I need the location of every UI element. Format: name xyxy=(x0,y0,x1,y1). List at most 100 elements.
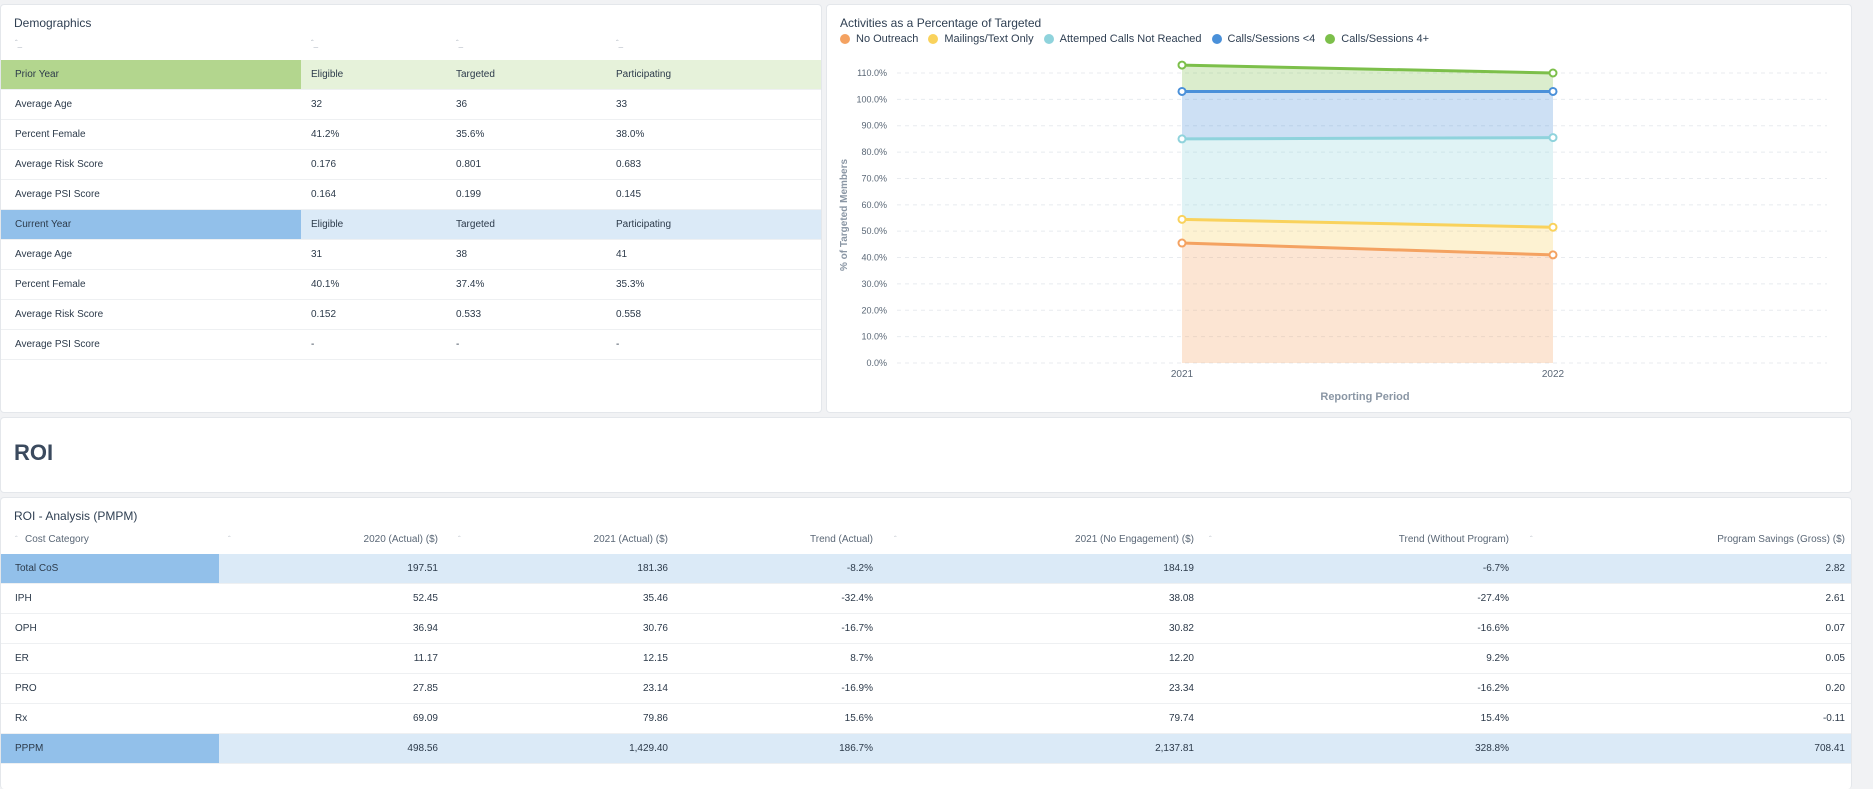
legend-item[interactable]: Calls/Sessions 4+ xyxy=(1325,33,1429,45)
cell: - xyxy=(616,339,620,350)
series-line xyxy=(1181,241,1554,257)
cell: -16.9% xyxy=(841,683,873,694)
series-line xyxy=(1181,217,1554,229)
sort-caret-icon[interactable]: ˆ xyxy=(894,535,897,544)
cell: 0.683 xyxy=(616,159,642,170)
cell: 0.533 xyxy=(456,309,482,320)
data-point xyxy=(1177,134,1187,144)
cell: 0.05 xyxy=(1825,653,1845,664)
cell: 0.07 xyxy=(1825,623,1845,634)
cell: 35.3% xyxy=(616,279,645,290)
cell: 38 xyxy=(456,249,468,260)
y-tick-label: 10.0% xyxy=(861,332,887,342)
area-band xyxy=(1182,137,1553,228)
y-tick-label: 0.0% xyxy=(866,358,887,368)
cell: 15.4% xyxy=(1480,713,1509,724)
cell: 38.08 xyxy=(1168,593,1194,604)
cell: 41 xyxy=(616,249,628,260)
cell: 9.2% xyxy=(1486,653,1509,664)
activities-area-chart: 0.0% 10.0% 20.0% 30.0% 40.0% 50.0% 60.0% 70.0% 8… xyxy=(839,60,1827,403)
cost-category: PPPM xyxy=(15,743,44,754)
column-header: Eligible xyxy=(311,69,344,80)
sort-caret-icon[interactable]: ˆ xyxy=(1209,535,1212,544)
column-header[interactable]: 2021 (Actual) ($) xyxy=(593,534,668,545)
cell: 32 xyxy=(311,99,323,110)
column-header[interactable]: 2021 (No Engagement) ($) xyxy=(1075,534,1194,545)
table-row: Rx 69.09 79.86 15.6% 79.74 15.4% -0.11 xyxy=(1,704,1851,734)
cell: 69.09 xyxy=(412,713,438,724)
legend-dot-icon xyxy=(928,34,939,44)
cell: 37.4% xyxy=(456,279,485,290)
column-header[interactable]: Trend (Actual) xyxy=(810,534,873,545)
y-tick-label: 70.0% xyxy=(861,173,887,183)
y-tick-label: 110.0% xyxy=(857,68,887,78)
legend-label: Attemped Calls Not Reached xyxy=(1059,33,1202,45)
data-point xyxy=(1548,133,1558,143)
cell: 41.2% xyxy=(311,129,340,140)
roi-analysis-card: ROI - Analysis (PMPM) ˆ Cost Category ˆ … xyxy=(0,497,1852,789)
row-label: Percent Female xyxy=(15,129,86,140)
roi-heading-card: ROI xyxy=(0,417,1852,493)
cell: 328.8% xyxy=(1475,743,1509,754)
series-line xyxy=(1181,63,1554,75)
cell: 0.152 xyxy=(311,309,337,320)
sort-caret-icon[interactable]: ˆ xyxy=(1530,535,1533,544)
cell: 31 xyxy=(311,249,323,260)
table-row: Average Risk Score 0.176 0.801 0.683 xyxy=(1,150,821,180)
table-row: Average Age 31 38 41 xyxy=(1,240,821,270)
cell: -32.4% xyxy=(841,593,873,604)
cell: 33 xyxy=(616,99,628,110)
y-tick-label: 20.0% xyxy=(861,305,887,315)
legend-item[interactable]: Calls/Sessions <4 xyxy=(1211,33,1316,45)
cell: 27.85 xyxy=(412,683,438,694)
cell: 40.1% xyxy=(311,279,340,290)
column-header: Participating xyxy=(616,69,672,80)
cell: 2.61 xyxy=(1825,593,1845,604)
cell: -16.2% xyxy=(1477,683,1509,694)
column-header[interactable]: Trend (Without Program) xyxy=(1398,534,1509,545)
y-tick-label: 40.0% xyxy=(861,253,887,263)
legend-label: Calls/Sessions <4 xyxy=(1227,33,1316,45)
sort-caret-icon[interactable]: ˆ_ xyxy=(456,39,464,48)
cost-category: OPH xyxy=(15,623,37,634)
sort-caret-icon[interactable]: ˆ_ xyxy=(15,39,23,48)
activities-chart-title: Activities as a Percentage of Targeted xyxy=(840,16,1042,30)
table-row: PRO 27.85 23.14 -16.9% 23.34 -16.2% 0.20 xyxy=(1,674,1851,704)
data-point xyxy=(1177,86,1187,96)
table-row: PPPM 498.56 1,429.40 186.7% 2,137.81 328… xyxy=(1,734,1851,764)
data-point xyxy=(1548,222,1558,232)
legend-dot-icon xyxy=(1325,34,1336,44)
column-header: Targeted xyxy=(456,69,495,80)
table-row: OPH 36.94 30.76 -16.7% 30.82 -16.6% 0.07 xyxy=(1,614,1851,644)
prior-year-label: Prior Year xyxy=(15,69,59,80)
legend-item[interactable]: No Outreach xyxy=(840,33,918,45)
sort-caret-icon[interactable]: ˆ xyxy=(663,535,666,544)
y-tick-label: 100.0% xyxy=(856,94,887,104)
roi-table-header: ˆ Cost Category ˆ 2020 (Actual) ($) ˆ 20… xyxy=(1,526,1851,554)
legend-item[interactable]: Mailings/Text Only xyxy=(928,33,1034,45)
cell: 12.15 xyxy=(642,653,668,664)
column-header[interactable]: Cost Category xyxy=(25,534,89,545)
cell: 30.76 xyxy=(642,623,668,634)
sort-caret-icon[interactable]: ˆ xyxy=(15,535,18,544)
sort-caret-icon[interactable]: ˆ xyxy=(458,535,461,544)
sort-caret-icon[interactable]: ˆ_ xyxy=(616,39,624,48)
cell: 0.145 xyxy=(616,189,642,200)
row-label: Average Risk Score xyxy=(15,309,104,320)
sort-caret-icon[interactable]: ˆ_ xyxy=(311,39,319,48)
column-header[interactable]: 2020 (Actual) ($) xyxy=(363,534,438,545)
row-label: Average PSI Score xyxy=(15,189,100,200)
prior-year-header-row: Prior Year Eligible Targeted Participati… xyxy=(1,60,821,90)
cell: 184.19 xyxy=(1163,563,1194,574)
legend-dot-icon xyxy=(840,34,850,44)
x-tick-label: 2022 xyxy=(1542,369,1565,380)
cell: -8.2% xyxy=(846,563,873,574)
legend-item[interactable]: Attemped Calls Not Reached xyxy=(1043,33,1202,45)
data-point xyxy=(1548,68,1558,78)
cell: -0.11 xyxy=(1822,713,1845,724)
sort-caret-icon[interactable]: ˆ xyxy=(228,535,231,544)
column-header[interactable]: Program Savings (Gross) ($) xyxy=(1717,534,1845,545)
cell: 23.14 xyxy=(642,683,668,694)
cell: 35.6% xyxy=(456,129,485,140)
row-label: Average Age xyxy=(15,99,73,110)
